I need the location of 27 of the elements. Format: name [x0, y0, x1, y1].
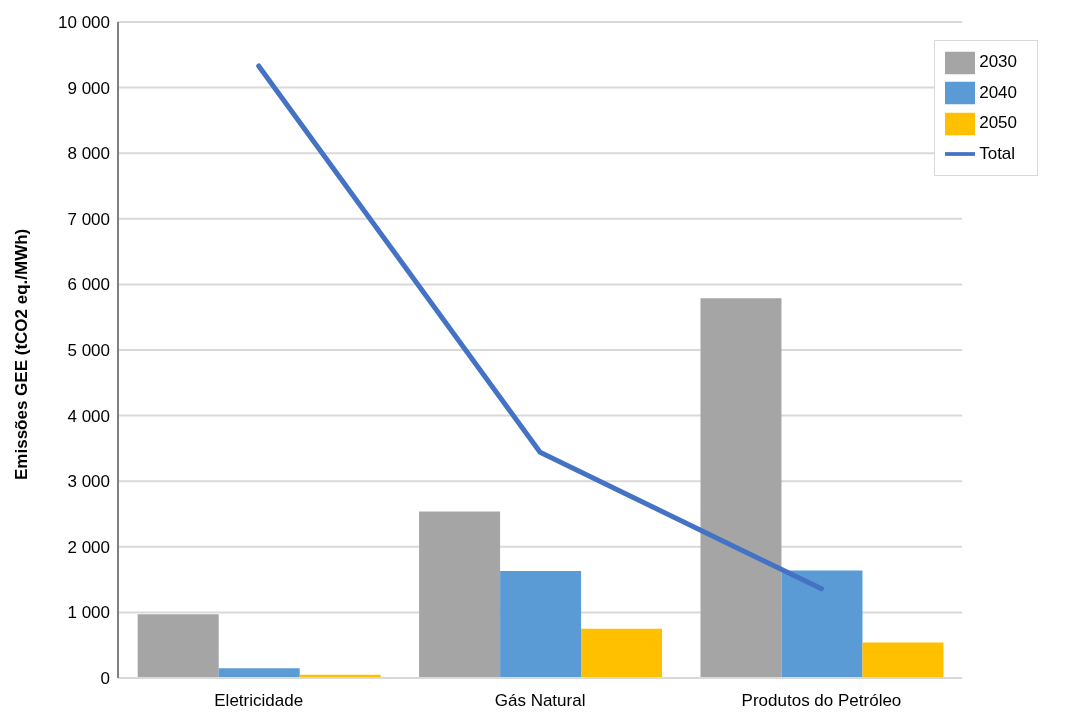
y-tick-label: 7 000: [67, 209, 110, 229]
bar: [581, 628, 663, 678]
y-tick-label: 8 000: [67, 144, 110, 164]
bar: [781, 570, 863, 678]
y-tick-label: 10 000: [58, 13, 110, 33]
bar: [862, 642, 944, 678]
y-tick-label: 3 000: [67, 472, 110, 492]
y-tick-label: 2 000: [67, 537, 110, 557]
x-tick-label: Gás Natural: [494, 691, 586, 711]
y-tick-label: 4 000: [67, 406, 110, 426]
y-tick-label: 6 000: [67, 275, 110, 295]
bar: [500, 571, 582, 678]
bar: [218, 668, 300, 678]
y-tick-label: 5 000: [67, 341, 110, 361]
y-tick-label: 1 000: [67, 603, 110, 623]
y-tick-label: 0: [100, 669, 110, 689]
legend-label: Total: [979, 143, 1016, 163]
bar: [419, 511, 501, 678]
legend-label: 2050: [979, 113, 1017, 133]
y-tick-label: 9 000: [67, 78, 110, 98]
bar: [137, 614, 219, 678]
x-tick-label: Produtos do Petróleo: [741, 691, 902, 711]
x-tick-label: Eletricidade: [214, 691, 304, 711]
bar: [700, 298, 782, 678]
y-axis-title: Emissões GEE (tCO2 eq./MWh): [12, 228, 32, 480]
legend-label: 2030: [979, 52, 1017, 71]
legend-label: 2040: [979, 82, 1017, 102]
